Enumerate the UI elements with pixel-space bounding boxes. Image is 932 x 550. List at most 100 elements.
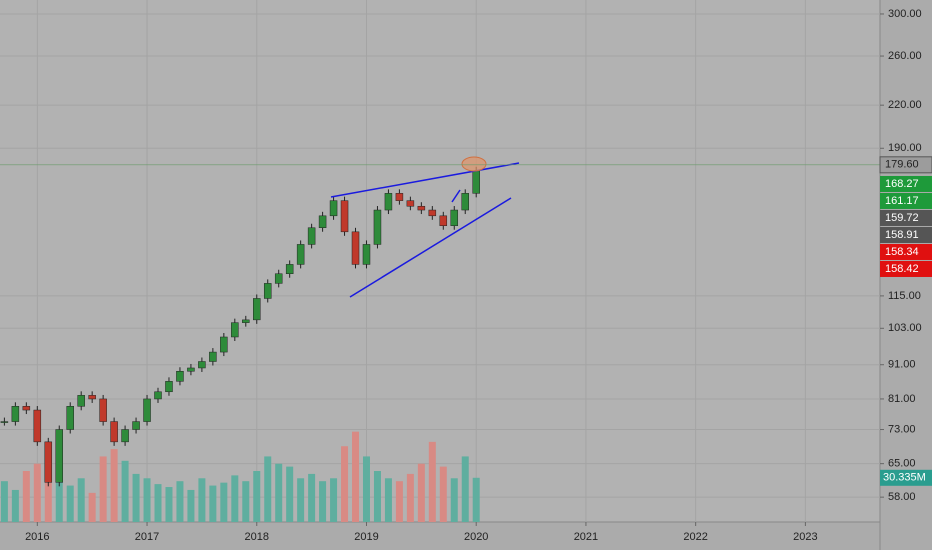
candle [132,421,140,430]
candle [33,409,42,443]
candle [99,398,107,422]
x-tick-label: 2017 [135,531,159,543]
volume-bar [428,441,436,522]
volume-bar [66,485,74,522]
candle [472,170,480,194]
candle [231,322,239,338]
candle [176,371,184,382]
price-label-box [880,175,932,192]
candle [187,367,195,372]
volume-bar [55,466,63,522]
volume-bar [242,481,250,522]
candle [307,227,316,245]
candle [340,200,349,233]
candle [296,244,305,265]
volume-label: 30.335M [883,472,926,484]
candle [318,215,327,228]
volume-bar [220,482,228,522]
y-tick-label: 260.00 [888,50,922,62]
volume-bar [198,478,206,522]
price-label: 158.42 [885,263,919,275]
x-tick-label: 2021 [574,531,598,543]
y-tick-label: 115.00 [888,290,921,302]
volume-bar [88,492,96,522]
plot-area [0,0,880,522]
volume-bar [330,478,338,522]
candle [154,391,162,400]
y-tick-label: 220.00 [888,99,922,111]
volume-bar [406,473,414,522]
volume-bar [165,487,173,522]
price-label: 179.60 [885,159,919,171]
volume-bar [231,475,239,522]
y-tick-label: 300.00 [888,8,922,20]
volume-bar [110,449,118,522]
price-label: 158.91 [885,229,919,241]
volume-bar [450,478,458,522]
candle [373,209,382,245]
candle [329,200,338,217]
candle [428,209,437,217]
volume-bar [461,456,469,522]
volume-bar [297,478,305,522]
y-tick-label: 58.00 [888,491,916,503]
candle [450,209,459,226]
volume-bar [11,489,19,522]
candle [362,244,371,265]
price-label: 161.17 [885,195,919,207]
volume-bar [264,456,272,522]
candle [417,205,426,211]
y-tick-label: 65.00 [888,458,916,470]
x-tick-label: 2022 [683,531,707,543]
candle [285,264,294,274]
volume-bar [384,478,392,522]
price-label-box [880,260,932,277]
candle [55,429,64,483]
candle [220,336,228,353]
volume-bar [143,478,151,522]
marks [0,0,880,522]
price-label-box [880,226,932,243]
volume-bar [341,446,349,522]
volume-bar [362,456,370,522]
volume-bar [33,463,41,522]
candle [22,406,31,411]
volume-bar [176,481,184,522]
y-tick-label: 190.00 [888,142,922,154]
price-label: 159.72 [885,212,919,224]
volume-bar [209,485,217,522]
x-tick-label: 2018 [245,531,269,543]
y-tick-label: 81.00 [888,393,916,405]
volume-bar [319,481,327,522]
candle [77,395,85,407]
candle [253,298,261,321]
volume-bar [395,481,403,522]
x-tick-label: 2023 [793,531,817,543]
volume-bar [22,471,30,522]
volume-bar [99,456,107,522]
volume-bar [472,477,480,522]
candle [143,398,151,422]
y-tick-label: 73.00 [888,423,916,435]
candle [242,319,250,323]
volume-bar [373,471,381,522]
drawings [330,156,520,298]
volume-bar [253,471,261,522]
trend-line [349,197,512,298]
volume-bar [132,473,140,522]
price-label-box [879,156,932,174]
candle [461,193,469,211]
volume-bar [187,489,195,522]
trend-line [451,189,461,203]
y-tick-label: 103.00 [888,322,922,334]
volume-bar [439,466,447,522]
candle [274,273,283,284]
candle [395,193,404,201]
volume-bar [286,466,294,522]
candle [66,406,74,430]
price-label-box [880,192,932,209]
candle [439,215,448,226]
candle [198,361,206,369]
volume-label-box [880,469,932,486]
